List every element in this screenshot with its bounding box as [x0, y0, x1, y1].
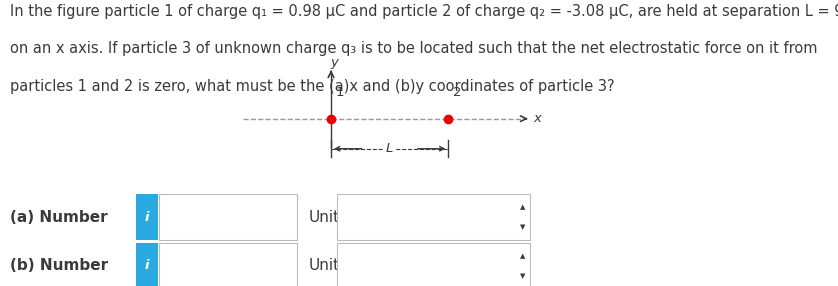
Text: ▼: ▼	[520, 273, 525, 279]
Text: ▲: ▲	[520, 253, 525, 259]
Text: (b) Number: (b) Number	[10, 259, 108, 273]
Text: Units: Units	[308, 210, 348, 225]
Text: i: i	[144, 259, 149, 273]
FancyBboxPatch shape	[136, 243, 158, 286]
Text: x: x	[534, 112, 541, 125]
Text: ▲: ▲	[520, 204, 525, 210]
FancyBboxPatch shape	[337, 243, 530, 286]
FancyBboxPatch shape	[159, 243, 297, 286]
Text: Units: Units	[308, 259, 348, 273]
Text: i: i	[144, 211, 149, 224]
Text: particles 1 and 2 is zero, what must be the (a)x and (b)y coordinates of particl: particles 1 and 2 is zero, what must be …	[10, 79, 615, 94]
Text: 1: 1	[335, 86, 344, 99]
Text: ▼: ▼	[520, 225, 525, 230]
Text: L: L	[386, 142, 393, 155]
FancyBboxPatch shape	[136, 194, 158, 240]
Text: y: y	[330, 56, 339, 69]
FancyBboxPatch shape	[337, 194, 530, 240]
Text: 2: 2	[453, 86, 461, 99]
Text: on an x axis. If particle 3 of unknown charge q₃ is to be located such that the : on an x axis. If particle 3 of unknown c…	[10, 41, 818, 56]
FancyBboxPatch shape	[159, 194, 297, 240]
Text: (a) Number: (a) Number	[10, 210, 107, 225]
Text: In the figure particle 1 of charge q₁ = 0.98 μC and particle 2 of charge q₂ = -3: In the figure particle 1 of charge q₁ = …	[10, 4, 838, 19]
